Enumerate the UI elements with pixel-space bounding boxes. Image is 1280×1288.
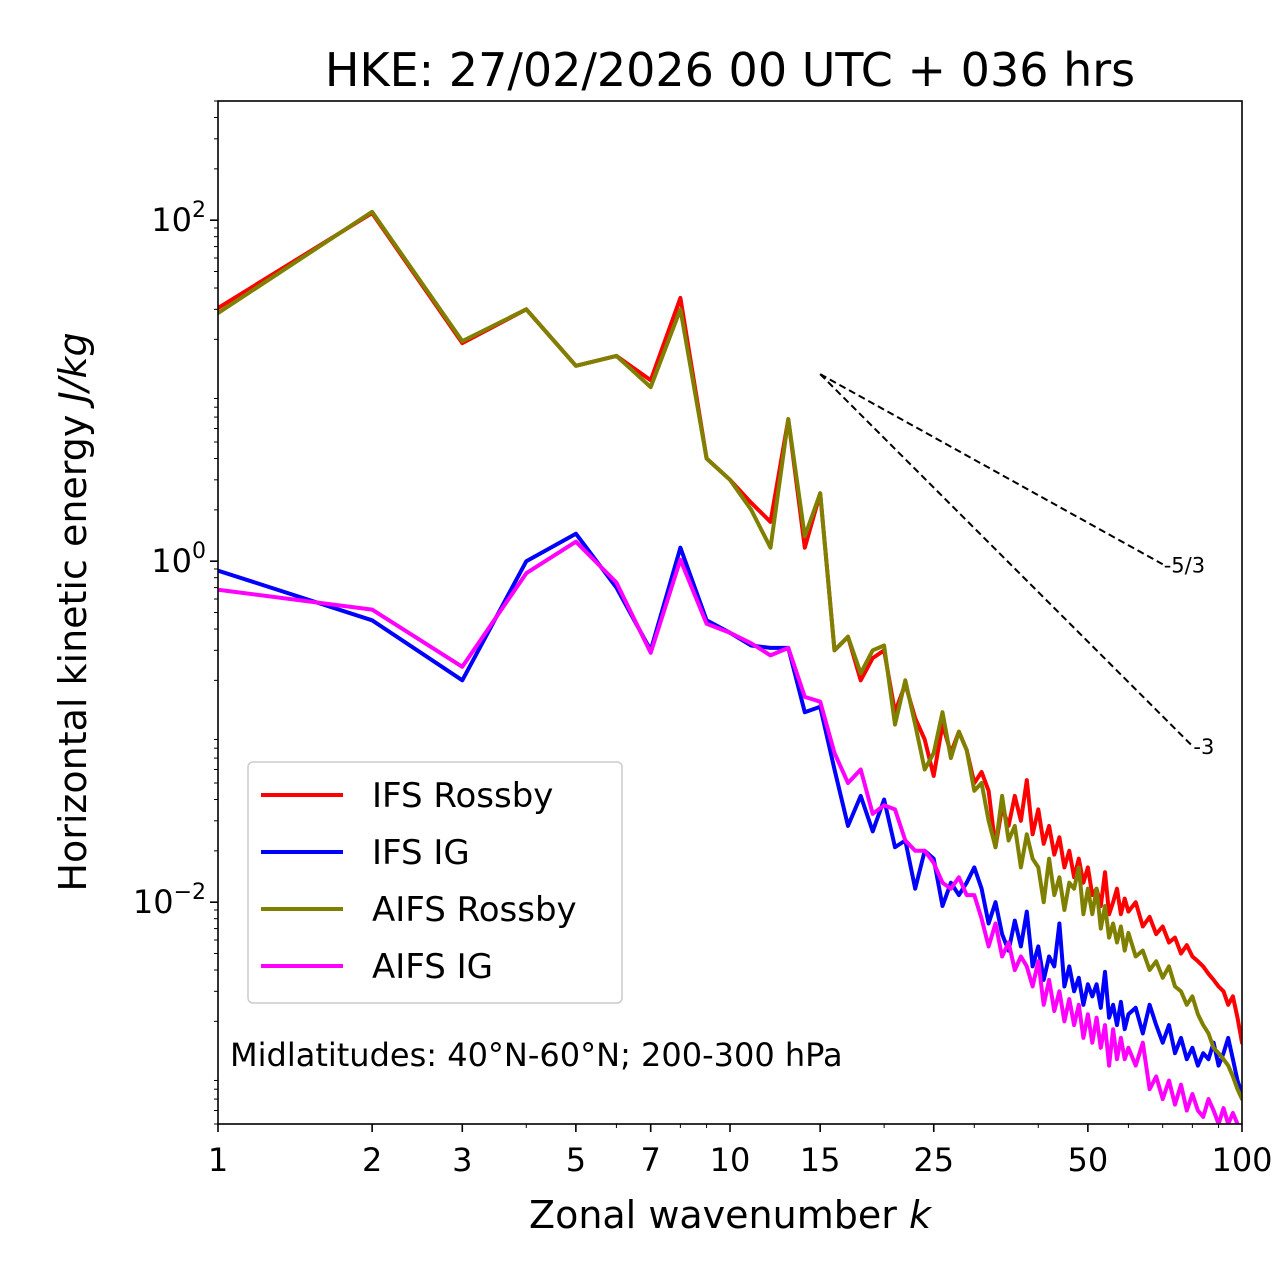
legend-label-aifs-ig: AIFS IG	[372, 947, 493, 987]
region-annotation: Midlatitudes: 40°N-60°N; 200-300 hPa	[230, 1036, 843, 1074]
y-tick-label: 100	[151, 539, 206, 580]
series-line-aifs-ig	[218, 539, 1240, 1124]
legend-box	[247, 761, 623, 1004]
slope-label-5-3: -5/3	[1164, 553, 1205, 577]
reference-lines: -5/3 -3	[819, 373, 1214, 759]
legend-label-aifs-rossby: AIFS Rossby	[372, 890, 577, 930]
y-tick-label: 102	[151, 198, 206, 239]
y-tick-label: 10−2	[133, 880, 206, 921]
plot-frame	[217, 100, 1243, 1125]
legend-entries: IFS Rossby IFS IG AIFS Rossby AIFS IG	[261, 776, 577, 987]
y-axis-label: Horizontal kinetic energy J/kg	[51, 332, 95, 891]
x-axis-ticks: 1 2 3 5 7 10 15 25 50 100	[208, 1124, 1273, 1179]
series-line-ifs-ig	[218, 531, 1242, 1096]
x-tick-label: 1	[208, 1141, 228, 1179]
x-tick-label: 2	[362, 1141, 382, 1179]
x-axis-label: Zonal wavenumber k	[529, 1193, 933, 1237]
series-group	[218, 209, 1242, 1124]
legend-label-ifs-ig: IFS IG	[372, 833, 470, 873]
x-tick-label: 100	[1211, 1141, 1272, 1179]
x-tick-label: 7	[641, 1141, 661, 1179]
x-tick-label: 10	[710, 1141, 751, 1179]
slope-line-5-3	[819, 373, 1164, 566]
legend-label-ifs-rossby: IFS Rossby	[372, 776, 553, 816]
y-axis-ticks: 102 100 10−2	[133, 198, 218, 921]
series-line-aifs-rossby	[218, 209, 1242, 1102]
x-tick-label: 50	[1068, 1141, 1109, 1179]
chart-title: HKE: 27/02/2026 00 UTC + 036 hrs	[325, 43, 1135, 97]
slope-line-3	[819, 373, 1194, 747]
x-tick-label: 25	[913, 1141, 954, 1179]
legend: IFS Rossby IFS IG AIFS Rossby AIFS IG	[247, 761, 623, 1004]
x-tick-label: 5	[566, 1141, 586, 1179]
x-tick-label: 3	[452, 1141, 472, 1179]
slope-label-3: -3	[1193, 735, 1214, 759]
x-tick-label: 15	[800, 1141, 841, 1179]
series-line-ifs-rossby	[218, 211, 1242, 1045]
